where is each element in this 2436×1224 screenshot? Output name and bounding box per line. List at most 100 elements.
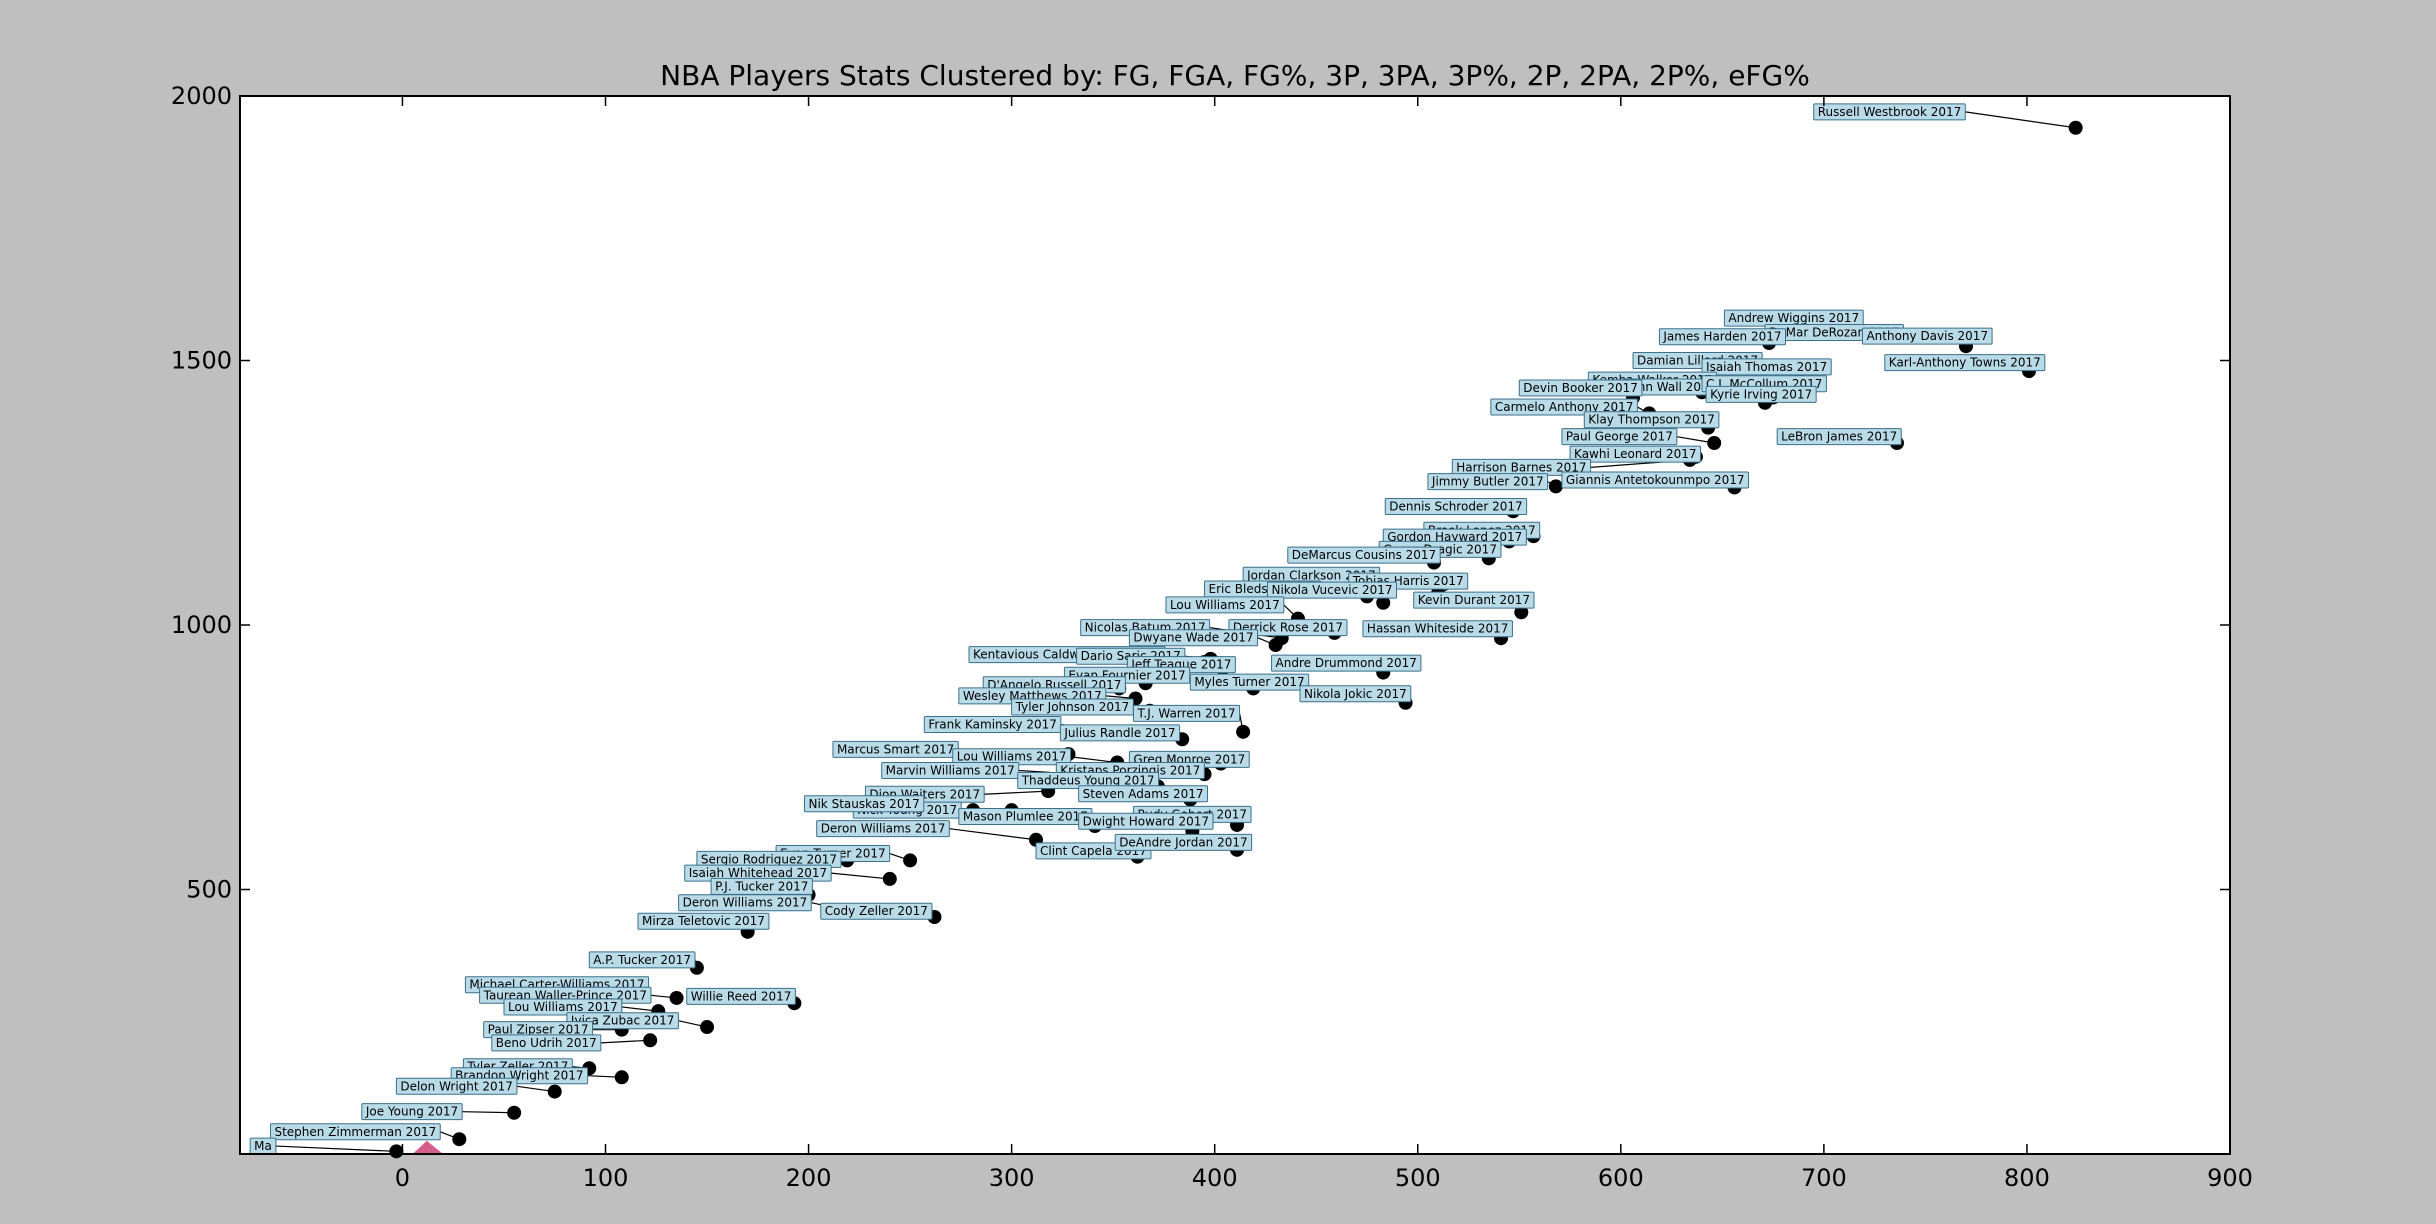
- point-label: Dennis Schroder 2017: [1389, 500, 1522, 514]
- point-label: LeBron James 2017: [1781, 430, 1897, 444]
- data-point: [882, 871, 897, 886]
- point-label-box: [1705, 385, 1817, 403]
- point-label-box: [1128, 629, 1259, 647]
- data-point: [452, 1132, 467, 1147]
- point-label: Steven Adams 2017: [1083, 787, 1204, 801]
- point-label-box: [678, 894, 812, 912]
- point-label: Lou Williams 2017: [508, 1000, 618, 1014]
- x-tick-label: 100: [583, 1164, 629, 1192]
- data-point: [1376, 595, 1391, 610]
- point-label-box: [1078, 785, 1209, 803]
- annotation-arrow: [1965, 111, 2076, 129]
- data-point: [507, 1105, 522, 1120]
- x-tick-label: 200: [786, 1164, 832, 1192]
- data-point: [643, 1033, 658, 1048]
- point-label-box: [1165, 596, 1285, 614]
- point-label: Frank Kaminsky 2017: [928, 717, 1057, 731]
- point-label-box: [820, 902, 933, 920]
- point-label-box: [637, 912, 770, 930]
- x-tick-label: 800: [2004, 1164, 2050, 1192]
- point-label-box: [1583, 411, 1720, 429]
- point-label-box: [269, 1123, 441, 1141]
- cluster-blob: [412, 1140, 444, 1154]
- point-label: Giannis Antetokounmpo 2017: [1566, 473, 1745, 487]
- point-label: Thaddeus Young 2017: [1021, 774, 1155, 788]
- point-label: Russell Westbrook 2017: [1818, 105, 1962, 119]
- point-label: Stephen Zimmerman 2017: [274, 1125, 436, 1139]
- point-label-box: [361, 1103, 463, 1121]
- data-point: [903, 853, 918, 868]
- point-label: Derrick Rose 2017: [1233, 621, 1343, 635]
- point-label-box: [1228, 619, 1348, 637]
- data-point: [700, 1020, 715, 1035]
- data-point: [1514, 605, 1529, 620]
- x-tick-label: 600: [1598, 1164, 1644, 1192]
- point-label-box: [1658, 328, 1786, 346]
- x-tick-label: 300: [989, 1164, 1035, 1192]
- data-point: [389, 1144, 404, 1159]
- point-label-box: [1362, 620, 1513, 638]
- point-label-box: [1861, 327, 1993, 345]
- point-label-box: [686, 987, 796, 1005]
- point-label: T.J. Warren 2017: [1136, 706, 1235, 720]
- annotation-arrow: [1070, 756, 1118, 764]
- point-label: Andre Drummond 2017: [1276, 656, 1417, 670]
- point-label-box: [588, 951, 696, 969]
- x-tick-label: 900: [2207, 1164, 2253, 1192]
- point-label: Jimmy Butler 2017: [1431, 475, 1544, 489]
- point-label-box: [1776, 428, 1902, 446]
- point-label-box: [395, 1077, 518, 1095]
- point-label-box: [1490, 398, 1638, 416]
- point-label: Mirza Teletovic 2017: [642, 914, 765, 928]
- data-point: [547, 1084, 562, 1099]
- annotation-arrow: [949, 828, 1037, 841]
- point-label: Dwight Howard 2017: [1083, 814, 1209, 828]
- point-label-box: [1561, 428, 1678, 446]
- axis-ticks: 0 100 200 300 400 500 600 700 800 900 500 1000 1500 2…: [171, 82, 2253, 1192]
- point-label-box: [816, 820, 950, 838]
- point-label: Paul George 2017: [1566, 430, 1673, 444]
- y-tick-label: 2000: [171, 82, 232, 110]
- point-label: Gordon Hayward 2017: [1387, 530, 1522, 544]
- point-label-box: [1299, 685, 1412, 703]
- point-label: Sergio Rodriguez 2017: [701, 852, 837, 866]
- y-tick-label: 1000: [171, 611, 232, 639]
- point-label: Dwyane Wade 2017: [1133, 631, 1253, 645]
- data-point: [1268, 638, 1283, 653]
- point-label: Hassan Whiteside 2017: [1367, 622, 1509, 636]
- point-label-box: [1271, 654, 1422, 672]
- point-label: Isaiah Thomas 2017: [1706, 360, 1827, 374]
- point-label: John Wall 2017: [1626, 380, 1716, 394]
- point-label-box: [881, 761, 1020, 779]
- point-label: Ivica Zubac 2017: [571, 1014, 675, 1028]
- point-label-box: [566, 1012, 679, 1030]
- point-label: Julius Randle 2017: [1063, 726, 1175, 740]
- point-label-box: [1569, 445, 1701, 463]
- point-label: Nik Stauskas 2017: [809, 797, 920, 811]
- point-label: Beno Udrih 2017: [496, 1036, 597, 1050]
- y-tick-label: 1500: [171, 347, 232, 375]
- y-tick-label: 500: [186, 876, 232, 904]
- data-point: [1707, 436, 1722, 451]
- point-label-box: [1384, 498, 1528, 516]
- point-label: Devin Booker 2017: [1523, 381, 1638, 395]
- x-tick-label: 500: [1395, 1164, 1441, 1192]
- point-label-box: [1813, 103, 1966, 121]
- point-label: Delon Wright 2017: [400, 1079, 513, 1093]
- annotation-arrow: [984, 790, 1049, 795]
- point-label: DeAndre Jordan 2017: [1119, 835, 1247, 849]
- point-label: Jordan Clarkson 2017: [1246, 568, 1376, 582]
- point-label: Harrison Barnes 2017: [1456, 460, 1586, 474]
- point-label-box: [1413, 591, 1535, 609]
- point-label-box: [1561, 471, 1750, 489]
- data-point: [669, 990, 684, 1005]
- point-label-box: [1114, 833, 1253, 851]
- point-label: P.J. Tucker 2017: [715, 879, 808, 893]
- point-label: DeMarcus Cousins 2017: [1292, 548, 1436, 562]
- point-label: Cody Zeller 2017: [825, 904, 928, 918]
- point-label: Willie Reed 2017: [691, 989, 792, 1003]
- chart-title: NBA Players Stats Clustered by: FG, FGA,…: [660, 59, 1810, 92]
- data-point: [614, 1070, 629, 1085]
- point-label-box: [503, 998, 623, 1016]
- point-label-box: [804, 795, 925, 813]
